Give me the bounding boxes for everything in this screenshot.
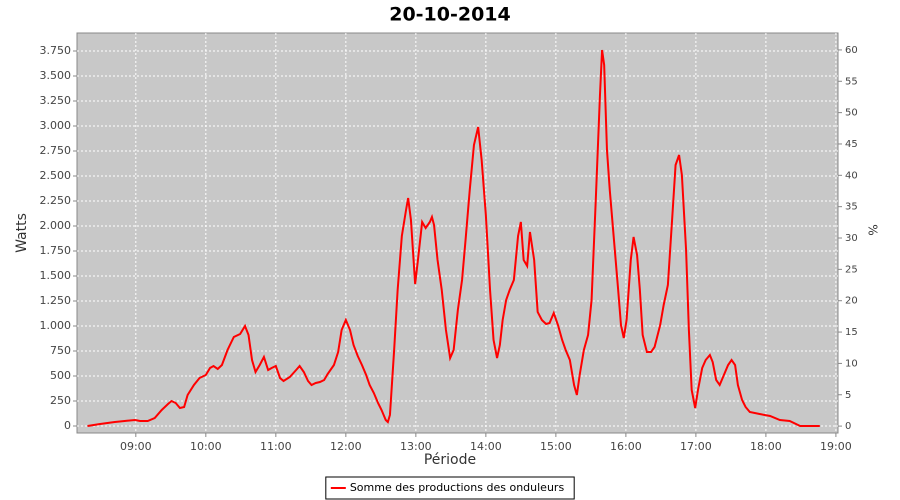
y2-tick-label: 60	[845, 45, 858, 56]
y-tick-label: 2.250	[40, 194, 72, 207]
plot-area	[76, 32, 839, 434]
y2-tick-label: 45	[845, 139, 858, 150]
y-tick-label: 1.500	[40, 269, 72, 282]
x-axis-label: Période	[424, 452, 476, 468]
y-tick-label: 1.000	[40, 319, 72, 332]
series-line	[87, 49, 820, 427]
y2-tick-label: 5	[845, 390, 851, 401]
y-tick-label: 2.000	[40, 219, 72, 232]
y2-tick-label: 20	[845, 296, 858, 307]
y-tick-label: 500	[50, 369, 71, 382]
y-tick-label: 250	[50, 394, 71, 407]
y-axis-label: Watts	[14, 213, 30, 253]
grid	[77, 33, 838, 433]
x-tick-label: 11:00	[260, 440, 292, 453]
legend: Somme des productions des onduleurs	[325, 476, 575, 500]
x-tick-label: 16:00	[610, 440, 642, 453]
x-tick-label: 13:00	[400, 440, 432, 453]
chart-title: 20-10-2014	[389, 4, 511, 26]
x-tick-label: 12:00	[330, 440, 362, 453]
y2-tick-label: 10	[845, 358, 858, 369]
y2-tick-label: 15	[845, 327, 858, 338]
y-tick-label: 3.750	[40, 44, 72, 57]
x-tick-label: 15:00	[540, 440, 572, 453]
y-tick-label: 3.500	[40, 69, 72, 82]
y2-tick-label: 55	[845, 76, 858, 87]
y-tick-label: 1.750	[40, 244, 72, 257]
x-tick-label: 17:00	[680, 440, 712, 453]
y-tick-label: 2.500	[40, 169, 72, 182]
y2-tick-label: 30	[845, 233, 858, 244]
x-tick-label: 10:00	[190, 440, 222, 453]
y-tick-label: 0	[64, 419, 71, 432]
y2-axis-label: %	[866, 224, 880, 235]
y2-tick-label: 50	[845, 108, 858, 119]
y-tick-label: 1.250	[40, 294, 72, 307]
y2-tick-label: 0	[845, 421, 851, 432]
y-tick-label: 3.250	[40, 94, 72, 107]
x-tick-label: 19:00	[820, 440, 852, 453]
x-tick-label: 09:00	[120, 440, 152, 453]
y-tick-label: 2.750	[40, 144, 72, 157]
legend-label: Somme des productions des onduleurs	[350, 481, 565, 494]
y2-tick-label: 25	[845, 264, 858, 275]
y2-tick-label: 40	[845, 170, 858, 181]
y-tick-label: 750	[50, 344, 71, 357]
y-tick-label: 3.000	[40, 119, 72, 132]
legend-box	[325, 476, 575, 500]
x-tick-label: 18:00	[750, 440, 782, 453]
x-tick-label: 14:00	[470, 440, 502, 453]
y2-tick-label: 35	[845, 202, 858, 213]
